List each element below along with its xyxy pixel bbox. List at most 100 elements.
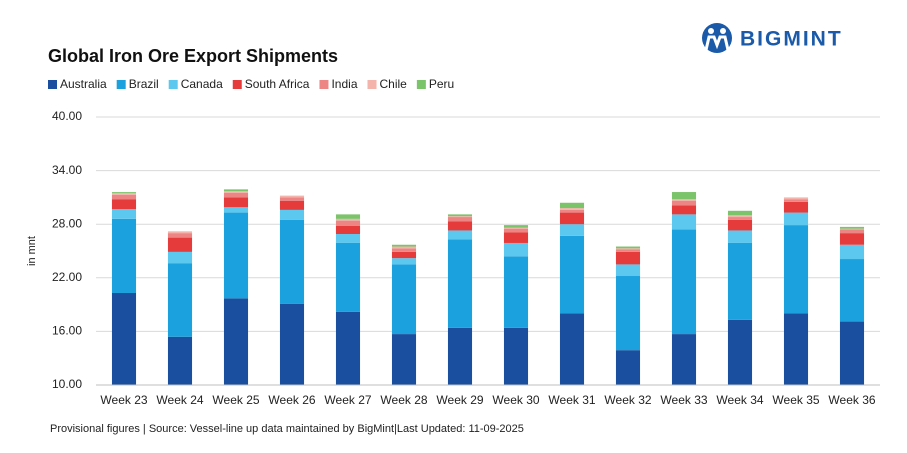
bar-segment [503,227,529,229]
bar-segment [111,192,137,195]
bar-segment [279,200,305,210]
bar-segment [111,192,137,193]
logo-text: BIGMINT [740,28,843,51]
bar-segment [447,216,473,218]
bar-segment [335,225,361,235]
y-tick-label: 34.00 [52,163,82,177]
bar-segment [335,214,361,219]
bar-segment [559,235,585,314]
x-tick-label: Week 26 [268,393,315,407]
bar-segment [727,210,753,216]
bar-segment [335,234,361,243]
chart-title: Global Iron Ore Export Shipments [48,46,338,66]
bar-segment [615,276,641,351]
x-tick-label: Week 27 [324,393,371,407]
bar-segment [447,217,473,222]
bar-segment [615,246,641,249]
bar-segment [783,197,809,200]
legend-swatch [116,80,126,89]
bar-segment [447,221,473,231]
bar-segment [727,319,753,385]
bar-segment [391,251,417,259]
legend-label: South Africa [245,77,310,91]
bar-segment [727,217,753,220]
bar-segment [111,199,137,210]
bar-segment [727,215,753,218]
bar-segment [615,248,641,250]
bar-segment [111,209,137,219]
bar-segment [335,242,361,312]
bar-segment [223,197,249,208]
y-tick-label: 40.00 [52,109,82,123]
bar-segment [279,197,305,201]
bar-segment [167,237,193,252]
bar-segment [615,264,641,277]
bar-segment [727,230,753,243]
bar-segment [447,327,473,385]
bar-segment [671,200,697,206]
bar-segment [839,244,865,260]
bar-segment [559,209,585,213]
x-tick-label: Week 23 [100,393,147,407]
bar-segment [279,303,305,385]
bar-segment [167,263,193,337]
bar-segment [279,219,305,304]
bar-segment [111,194,137,200]
bar-segment [783,212,809,226]
bar-segment [503,232,529,243]
bar-segment [447,239,473,328]
bar-segment [335,220,361,226]
legend-swatch [168,80,178,89]
legend-label: Brazil [129,77,159,91]
bar-segment [223,298,249,385]
bar-segment [223,207,249,213]
bar-segment [615,350,641,385]
bar-segment [671,192,697,200]
bar-segment [111,292,137,385]
footer: Provisional figures | Source: Vessel-lin… [50,423,524,435]
bar-segment [783,199,809,202]
bar-segment [335,311,361,385]
bar-segment [167,231,193,234]
bar-segment [783,201,809,213]
bar-segment [391,244,417,247]
x-tick-label: Week 29 [436,393,483,407]
bar-segment [503,242,529,257]
bar-segment [391,334,417,385]
x-tick-label: Week 24 [156,393,203,407]
bar-segment [839,228,865,230]
bar-segment [559,212,585,225]
bar-segment [615,251,641,265]
bar-segment [503,256,529,328]
bar-segment [223,189,249,192]
bar-segment [223,212,249,299]
bar-segment [839,229,865,234]
bar-segment [671,205,697,215]
bar-segment [167,233,193,238]
y-tick-label: 10.00 [52,377,82,391]
bar-segment [223,192,249,198]
bar-segment [503,225,529,228]
bar-segment [727,219,753,231]
bar-segment [671,214,697,230]
bar-segment [111,218,137,293]
bar-segment [503,327,529,385]
bar-segment [391,248,417,252]
bar-segment [615,249,641,252]
legend-label: Peru [429,77,454,91]
legend-swatch [48,80,57,89]
bar-segment [839,233,865,245]
logo-icon [702,23,732,53]
bar-segment [335,218,361,221]
legend-swatch [319,80,329,89]
bar-segment [447,230,473,240]
legend-swatch [232,80,242,89]
legend-label: Chile [380,77,408,91]
bar-segment [391,258,417,265]
x-tick-label: Week 31 [548,393,595,407]
y-axis-label: in mnt [26,236,38,266]
bar-segment [447,214,473,217]
bar-segment [839,226,865,229]
y-tick-label: 16.00 [52,324,82,338]
